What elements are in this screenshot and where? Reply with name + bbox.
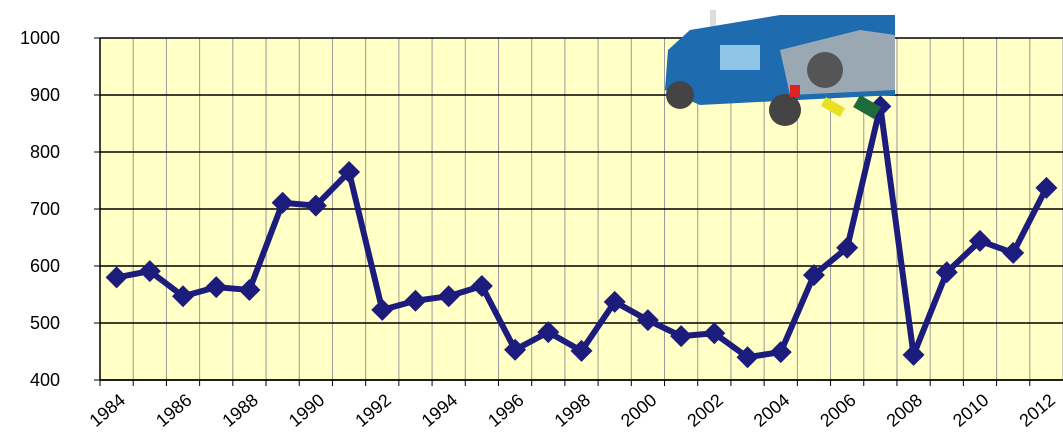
spare-wheel bbox=[807, 52, 843, 88]
y-tick-label: 600 bbox=[30, 256, 60, 276]
x-tick-label: 2010 bbox=[949, 390, 993, 431]
x-tick-label: 2006 bbox=[816, 390, 860, 431]
x-tick-label: 1998 bbox=[551, 390, 595, 431]
wheel bbox=[769, 94, 801, 126]
y-tick-label: 900 bbox=[30, 85, 60, 105]
y-tick-label: 400 bbox=[30, 370, 60, 390]
y-tick-label: 700 bbox=[30, 199, 60, 219]
x-tick-label: 1986 bbox=[152, 390, 196, 431]
x-tick-label: 2012 bbox=[1015, 390, 1059, 431]
x-tick-label: 2000 bbox=[617, 390, 661, 431]
y-tick-label: 500 bbox=[30, 313, 60, 333]
car-window bbox=[720, 45, 760, 70]
x-tick-label: 1988 bbox=[218, 390, 262, 431]
chart: 400 500 600 700 800 900 1000 1984 1986 1988 1990 19… bbox=[0, 0, 1063, 448]
x-tick-label: 1994 bbox=[418, 390, 462, 431]
x-tick-label: 1984 bbox=[86, 390, 130, 431]
tail-light bbox=[790, 85, 800, 97]
x-tick-label: 1990 bbox=[285, 390, 329, 431]
wheel bbox=[666, 81, 694, 109]
x-tick-label: 1996 bbox=[484, 390, 528, 431]
y-tick-label: 1000 bbox=[20, 28, 60, 48]
x-tick-label: 1992 bbox=[351, 390, 395, 431]
x-tick-label: 2002 bbox=[683, 390, 727, 431]
y-tick-label: 800 bbox=[30, 142, 60, 162]
x-tick-label: 2004 bbox=[750, 390, 794, 431]
x-tick-label: 2008 bbox=[883, 390, 927, 431]
